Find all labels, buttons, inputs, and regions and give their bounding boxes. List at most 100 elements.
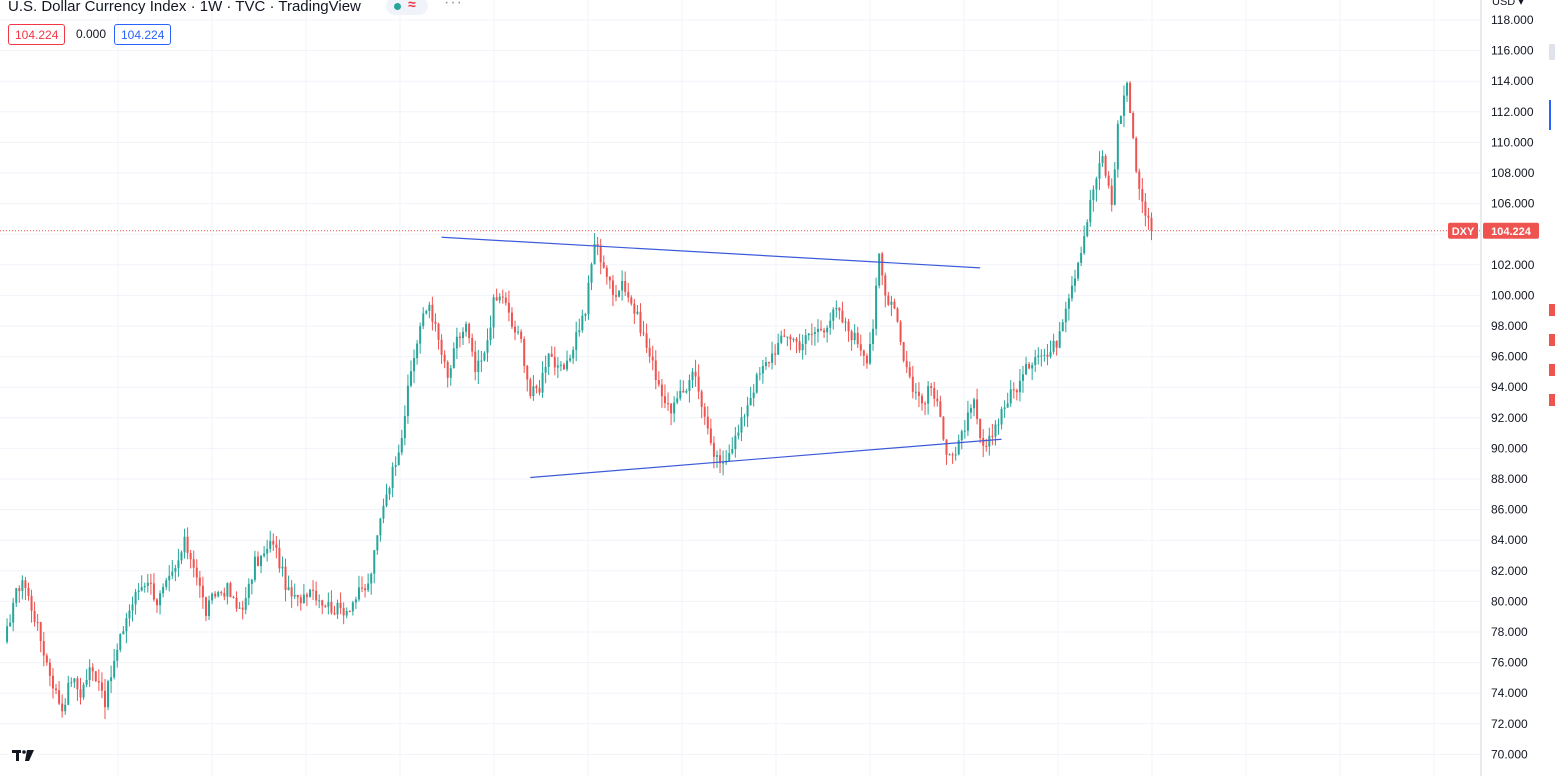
candle-body — [566, 360, 569, 370]
candle-body — [455, 336, 458, 349]
candle-body — [673, 402, 676, 414]
candle-body — [914, 391, 917, 393]
candle-body — [559, 364, 562, 366]
alert-marker[interactable] — [1549, 394, 1555, 406]
currency-selector[interactable]: USD ▾ — [1492, 0, 1524, 8]
tradingview-logo[interactable] — [8, 740, 38, 770]
candle-body — [630, 297, 633, 304]
candle-body — [428, 304, 431, 312]
candle-body — [244, 598, 247, 610]
side-toolbar-button-active[interactable] — [1549, 100, 1555, 130]
candle-body — [593, 243, 596, 265]
candle-body — [908, 367, 911, 377]
candle-body — [945, 439, 948, 455]
side-toolbar-button[interactable] — [1549, 44, 1555, 60]
candle-body — [201, 585, 204, 598]
candle-body — [865, 355, 868, 364]
candle-body — [357, 587, 360, 600]
candle-body — [370, 573, 373, 584]
candle-body — [159, 593, 162, 606]
candle-body — [422, 313, 425, 327]
candle-body — [110, 677, 113, 682]
candle-body — [458, 336, 461, 339]
candle-body — [195, 567, 198, 578]
alert-marker[interactable] — [1549, 364, 1555, 376]
candle-body — [278, 547, 281, 569]
candle-body — [823, 330, 826, 333]
price-axis-tick-label: 114.000 — [1491, 74, 1534, 88]
candle-body — [997, 424, 1000, 426]
candle-body — [12, 602, 15, 623]
candle-body — [636, 311, 639, 314]
candle-body — [162, 586, 165, 594]
candle-body — [1135, 138, 1138, 172]
candle-body — [327, 601, 330, 607]
candle-body — [42, 641, 45, 656]
price-axis-tick-label: 70.000 — [1491, 747, 1528, 761]
candle-body — [618, 290, 621, 297]
candle-body — [103, 690, 106, 708]
candle-body — [764, 362, 767, 367]
candle-body — [58, 690, 61, 704]
candle-body — [1012, 389, 1015, 391]
candle-body — [917, 391, 920, 396]
candle-body — [156, 599, 158, 606]
chart-title[interactable]: U.S. Dollar Currency Index · 1W · TVC · … — [8, 0, 361, 15]
candle-body — [679, 390, 682, 399]
ohlc-value-buy[interactable]: 104.224 — [114, 24, 172, 45]
candle-body — [361, 587, 364, 589]
symbol-badge-text: DXY — [1452, 226, 1475, 238]
candle-body — [562, 364, 565, 370]
price-axis-ticks[interactable]: 118.000 116.000 114.000 112.000 110.000 108.0… — [1491, 13, 1535, 761]
candle-body — [887, 295, 890, 305]
candle-body — [1018, 380, 1021, 393]
candlestick-series[interactable] — [6, 81, 1153, 720]
market-status-pill[interactable]: ≈ — [386, 0, 428, 15]
trendline[interactable] — [530, 438, 1002, 479]
candle-body — [1104, 156, 1107, 176]
candle-body — [966, 412, 969, 431]
alert-marker[interactable] — [1549, 334, 1555, 346]
ohlc-value-sell[interactable]: 104.224 — [8, 24, 66, 45]
candle-body — [715, 455, 718, 457]
candle-body — [449, 368, 452, 378]
candle-body — [1077, 262, 1080, 279]
candle-body — [801, 343, 804, 351]
candle-body — [324, 605, 327, 607]
candle-body — [351, 602, 354, 612]
candle-body — [440, 339, 443, 355]
candle-body — [1052, 340, 1055, 352]
candle-body — [1126, 82, 1129, 96]
candle-body — [587, 282, 590, 315]
price-axis-tick-label: 112.000 — [1491, 105, 1534, 119]
candle-body — [694, 371, 697, 377]
candle-body — [670, 403, 673, 414]
candle-body — [783, 335, 786, 337]
more-options-icon[interactable]: ··· — [444, 0, 463, 11]
candle-body — [446, 361, 449, 378]
candle-body — [642, 332, 645, 334]
candle-body — [893, 301, 896, 309]
candle-body — [691, 371, 694, 381]
candle-body — [382, 505, 385, 519]
candle-body — [936, 398, 939, 402]
candle-body — [1074, 278, 1076, 286]
alert-marker[interactable] — [1549, 304, 1555, 316]
candle-body — [376, 535, 379, 551]
candle-body — [734, 435, 737, 450]
candle-body — [140, 587, 143, 591]
trendline[interactable] — [441, 236, 981, 269]
candle-body — [844, 321, 847, 323]
candle-body — [541, 372, 544, 393]
candle-body — [183, 536, 186, 553]
candle-body — [1150, 217, 1153, 231]
candle-body — [287, 587, 290, 590]
candle-body — [994, 424, 997, 437]
candle-body — [309, 589, 311, 597]
candle-body — [214, 593, 217, 597]
candle-body — [850, 331, 853, 341]
candle-body — [798, 341, 801, 351]
candle-body — [232, 597, 235, 599]
trendline-drawings[interactable] — [441, 236, 1002, 479]
